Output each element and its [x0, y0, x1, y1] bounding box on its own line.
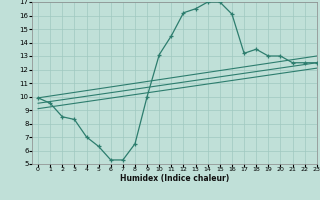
X-axis label: Humidex (Indice chaleur): Humidex (Indice chaleur) [120, 174, 229, 183]
